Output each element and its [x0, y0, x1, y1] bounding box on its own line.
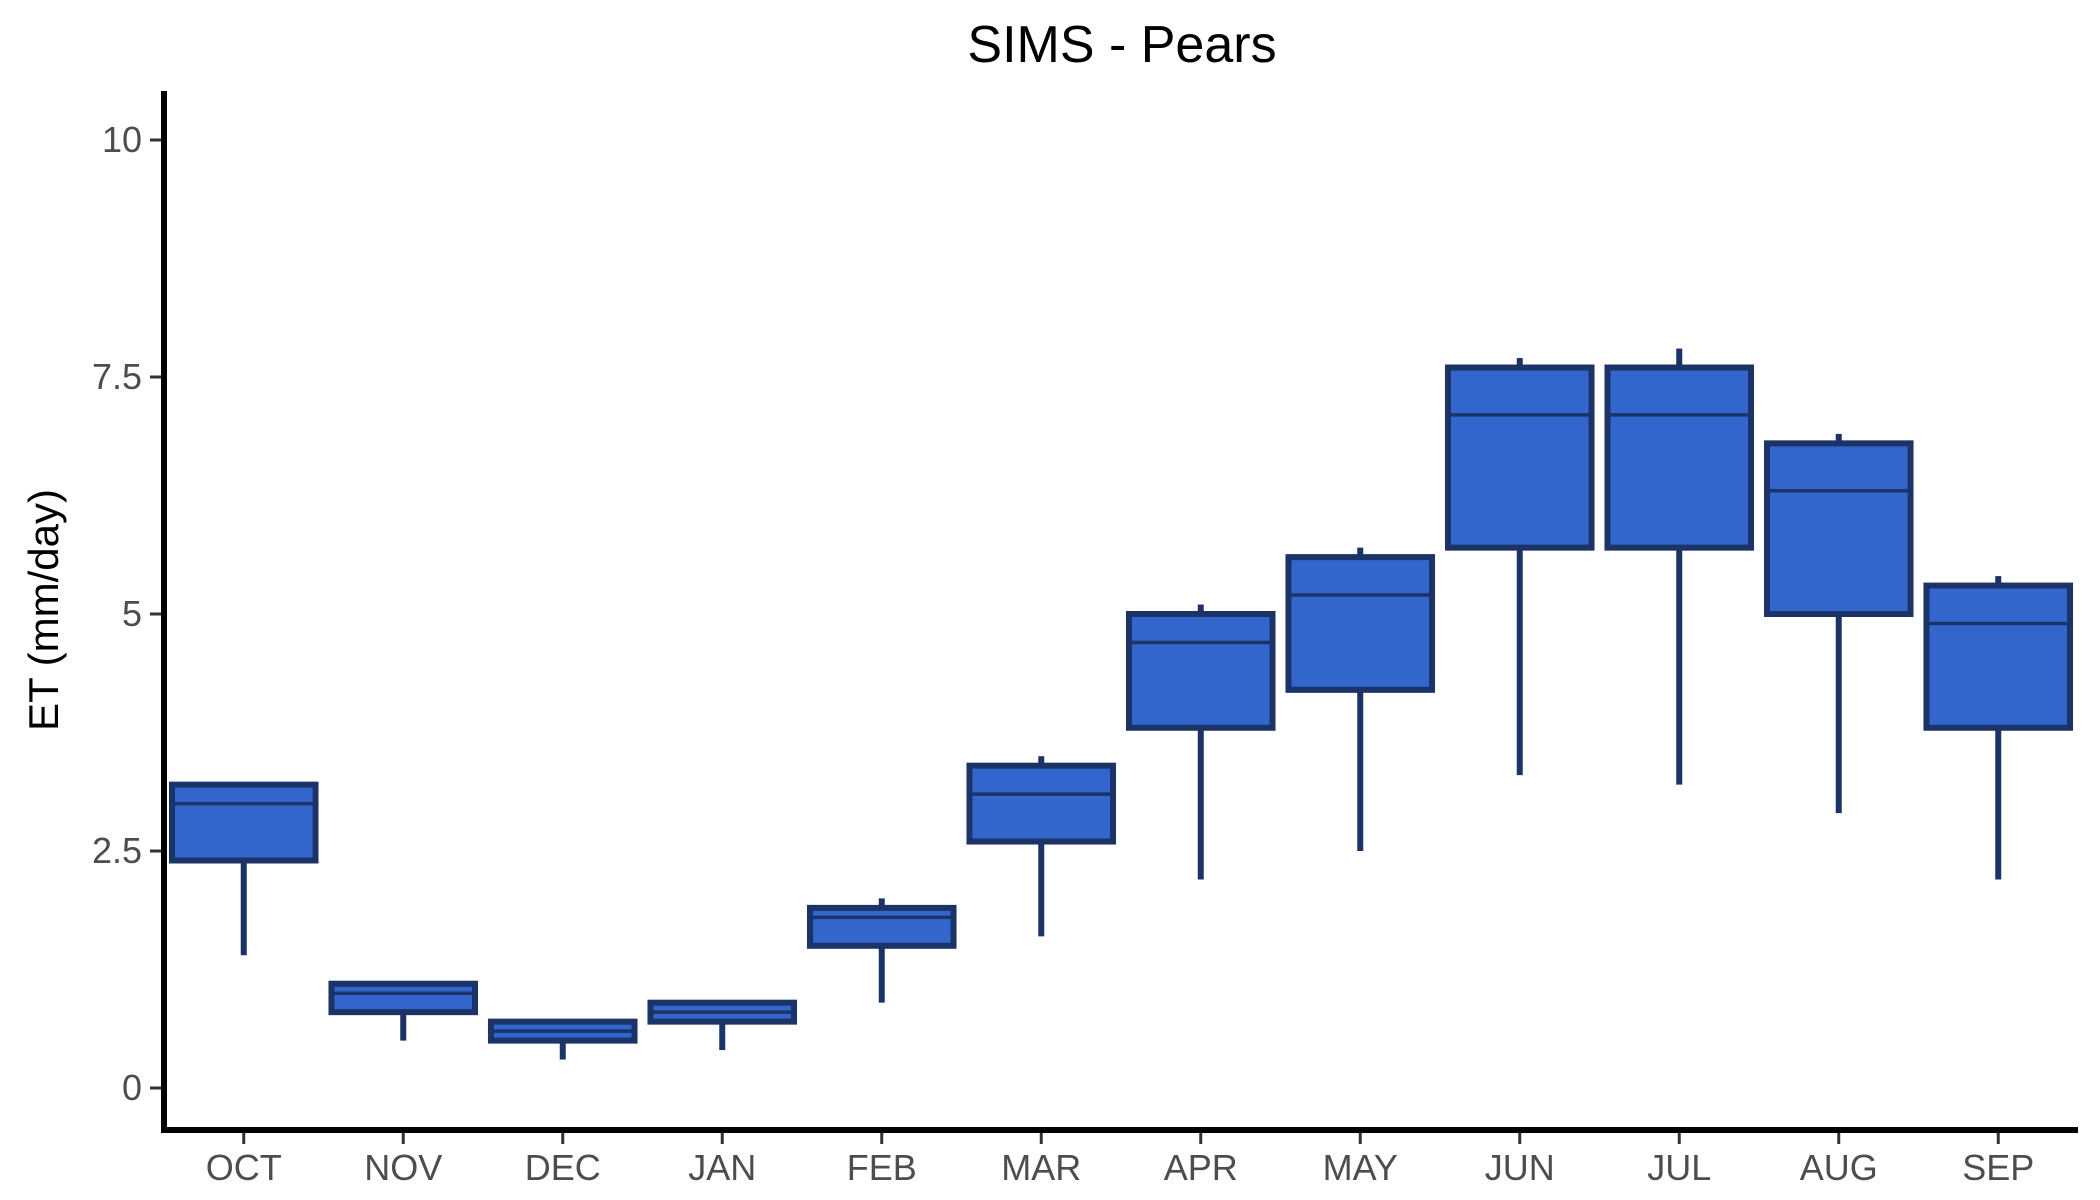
- box-feb: [806, 898, 957, 1003]
- x-axis-ticks: OCT NOV DEC JAN FEB MAR APR MAY JUN JUL AUG SEP: [206, 1130, 2034, 1188]
- iqr-box: [1604, 364, 1755, 551]
- iqr-box: [1923, 582, 2074, 731]
- x-tick-label: MAR: [1001, 1147, 1081, 1188]
- iqr-box: [806, 904, 957, 949]
- x-tick-label: AUG: [1800, 1147, 1878, 1188]
- iqr-box: [1763, 440, 1914, 617]
- iqr-box: [328, 980, 479, 1016]
- y-tick-label: 0: [122, 1067, 142, 1108]
- x-tick-label: FEB: [847, 1147, 917, 1188]
- y-tick-label: 7.5: [92, 356, 142, 397]
- iqr-box: [966, 762, 1117, 845]
- box-mar: [966, 756, 1117, 937]
- iqr-box: [1285, 554, 1436, 693]
- chart-title: SIMS - Pears: [967, 16, 1276, 74]
- box-jan: [647, 999, 798, 1051]
- box-jul: [1604, 348, 1755, 785]
- box-apr: [1125, 604, 1276, 880]
- y-tick-label: 2.5: [92, 830, 142, 871]
- x-tick-label: SEP: [1962, 1147, 2034, 1188]
- box-may: [1285, 547, 1436, 851]
- box-nov: [328, 980, 479, 1041]
- iqr-box: [1125, 611, 1276, 731]
- x-tick-label: JUL: [1647, 1147, 1711, 1188]
- x-tick-label: NOV: [364, 1147, 442, 1188]
- y-axis-ticks: 0 2.5 5 7.5 10: [92, 119, 164, 1108]
- y-axis-title: ET (mm/day): [20, 489, 67, 731]
- y-tick-label: 5: [122, 593, 142, 634]
- iqr-box: [168, 781, 319, 864]
- box-oct: [168, 781, 319, 956]
- boxes-layer: [168, 348, 2074, 1060]
- x-tick-label: APR: [1164, 1147, 1238, 1188]
- y-tick-label: 10: [102, 119, 142, 160]
- x-tick-label: MAY: [1323, 1147, 1398, 1188]
- box-jun: [1444, 358, 1595, 776]
- box-sep: [1923, 576, 2074, 880]
- x-tick-label: JAN: [688, 1147, 756, 1188]
- x-tick-label: DEC: [525, 1147, 601, 1188]
- iqr-box: [1444, 364, 1595, 551]
- box-dec: [487, 1018, 638, 1060]
- box-aug: [1763, 433, 1914, 814]
- x-tick-label: JUN: [1485, 1147, 1555, 1188]
- x-tick-label: OCT: [206, 1147, 282, 1188]
